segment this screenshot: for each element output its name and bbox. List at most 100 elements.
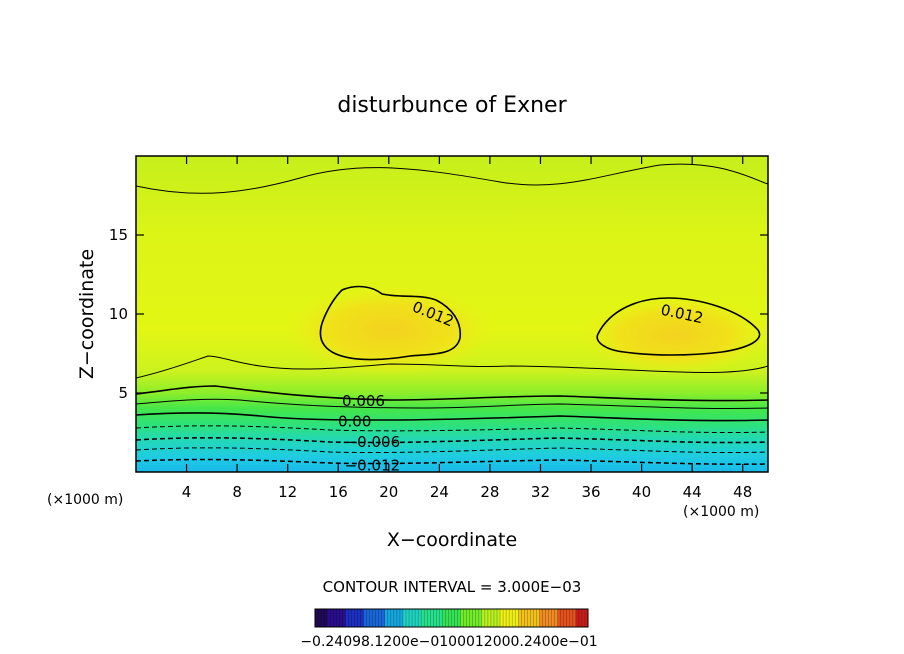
colorbar-cell [506, 609, 510, 627]
contour-line-0-012-right [596, 297, 761, 356]
colorbar-cell [493, 609, 498, 627]
colorbar-cell [357, 609, 361, 627]
colorbar-cell [530, 609, 534, 627]
chart-title: disturbunce of Exner [337, 93, 567, 118]
colorbar-cell [490, 609, 495, 627]
contour-line-neg-a [136, 425, 768, 434]
colorbar-cell [430, 609, 434, 627]
y-tick-label: 15 [109, 226, 128, 244]
colorbar-cell [584, 609, 589, 627]
colorbar-cell [333, 609, 337, 627]
colorbar-cell [548, 609, 553, 627]
colorbar-cell [442, 609, 446, 627]
colorbar-cell [481, 609, 486, 627]
colorbar-cell [575, 609, 580, 627]
colorbar-cell [518, 609, 522, 627]
colorbar-cell [487, 609, 492, 627]
colorbar-cell [421, 609, 425, 627]
contour-interval-label: CONTOUR INTERVAL = 3.000E−03 [323, 578, 582, 596]
colorbar-cell [466, 609, 471, 627]
colorbar-cell [396, 609, 401, 627]
colorbar-cell [509, 609, 513, 627]
colorbar-cell [433, 609, 437, 627]
colorbar-cell [402, 609, 407, 627]
colorbar-cell [330, 609, 334, 627]
colorbar-cell [424, 609, 428, 627]
colorbar-cell [393, 609, 398, 627]
contour-label: 0.006 [342, 392, 385, 410]
contour-label: 0.00 [338, 412, 371, 430]
colorbar-cell [409, 609, 413, 627]
colorbar-cell [415, 609, 419, 627]
colorbar-cell [533, 609, 537, 627]
x-tick-label: 28 [480, 483, 499, 501]
colorbar-cell [515, 609, 519, 627]
colorbar-cell [448, 609, 452, 627]
colorbar-cell [527, 609, 531, 627]
colorbar-cell [566, 609, 571, 627]
colorbar-cell [469, 609, 474, 627]
colorbar-cell [545, 609, 550, 627]
contour-line-neg-0-006 [136, 437, 768, 444]
colorbar-cell [500, 609, 504, 627]
contour-label: −0.012 [345, 457, 401, 475]
colorbar-cell [512, 609, 516, 627]
x-tick-label: 4 [182, 483, 192, 501]
colorbar-cell [360, 609, 365, 627]
colorbar-cell [563, 609, 568, 627]
colorbar-cell [554, 609, 559, 627]
contour-line-mid [136, 355, 768, 379]
x-tick-label: 44 [683, 483, 702, 501]
colorbar-cell [454, 609, 459, 627]
x-unit-left: (×1000 m) [47, 492, 123, 508]
colorbar-cell [572, 609, 577, 627]
colorbar-cell [372, 609, 377, 627]
x-axis: 4 8 12 16 20 24 28 32 36 40 44 48 [182, 156, 752, 501]
contour-line-zero [136, 412, 768, 422]
x-tick-label: 40 [632, 483, 651, 501]
colorbar-cell [384, 609, 389, 627]
positive-anomaly-left [285, 285, 495, 375]
colorbar-cell [436, 609, 440, 627]
colorbar-cell [557, 609, 562, 627]
colorbar-cell [315, 609, 319, 627]
colorbar-cell [366, 609, 371, 627]
colorbar-cell [327, 609, 331, 627]
colorbar-cell [324, 609, 328, 627]
colorbar-cell [569, 609, 574, 627]
x-tick-label: 16 [329, 483, 348, 501]
colorbar-cell [475, 609, 480, 627]
colorbar-cell [406, 609, 410, 627]
colorbar-cell [524, 609, 528, 627]
x-tick-label: 8 [232, 483, 242, 501]
colorbar-cell [318, 609, 322, 627]
colorbar-cell [381, 609, 386, 627]
colorbar-cell [542, 609, 547, 627]
colorbar-cell [539, 609, 543, 627]
colorbar-cell [345, 609, 349, 627]
y-axis-label: Z−coordinate [76, 249, 98, 379]
colorbar [314, 608, 589, 628]
colorbar-cell [390, 609, 395, 627]
colorbar-cell [451, 609, 456, 627]
y-axis: 5 10 15 [109, 226, 768, 402]
y-tick-label: 10 [109, 305, 128, 323]
colorbar-cell [321, 609, 325, 627]
colorbar-cell [348, 609, 352, 627]
x-tick-label: 12 [278, 483, 297, 501]
x-unit-right: (×1000 m) [683, 504, 759, 520]
colorbar-cell [536, 609, 540, 627]
colorbar-cell [399, 609, 404, 627]
colorbar-cell [463, 609, 468, 627]
y-tick-label: 5 [118, 384, 128, 402]
colorbar-cell [378, 609, 383, 627]
colorbar-cell [339, 609, 343, 627]
colorbar-cell [484, 609, 489, 627]
colorbar-cell [581, 609, 586, 627]
contour-line-0-006 [136, 385, 768, 402]
colorbar-cell [472, 609, 477, 627]
contour-line-neg-b [136, 447, 768, 454]
colorbar-cell [521, 609, 525, 627]
